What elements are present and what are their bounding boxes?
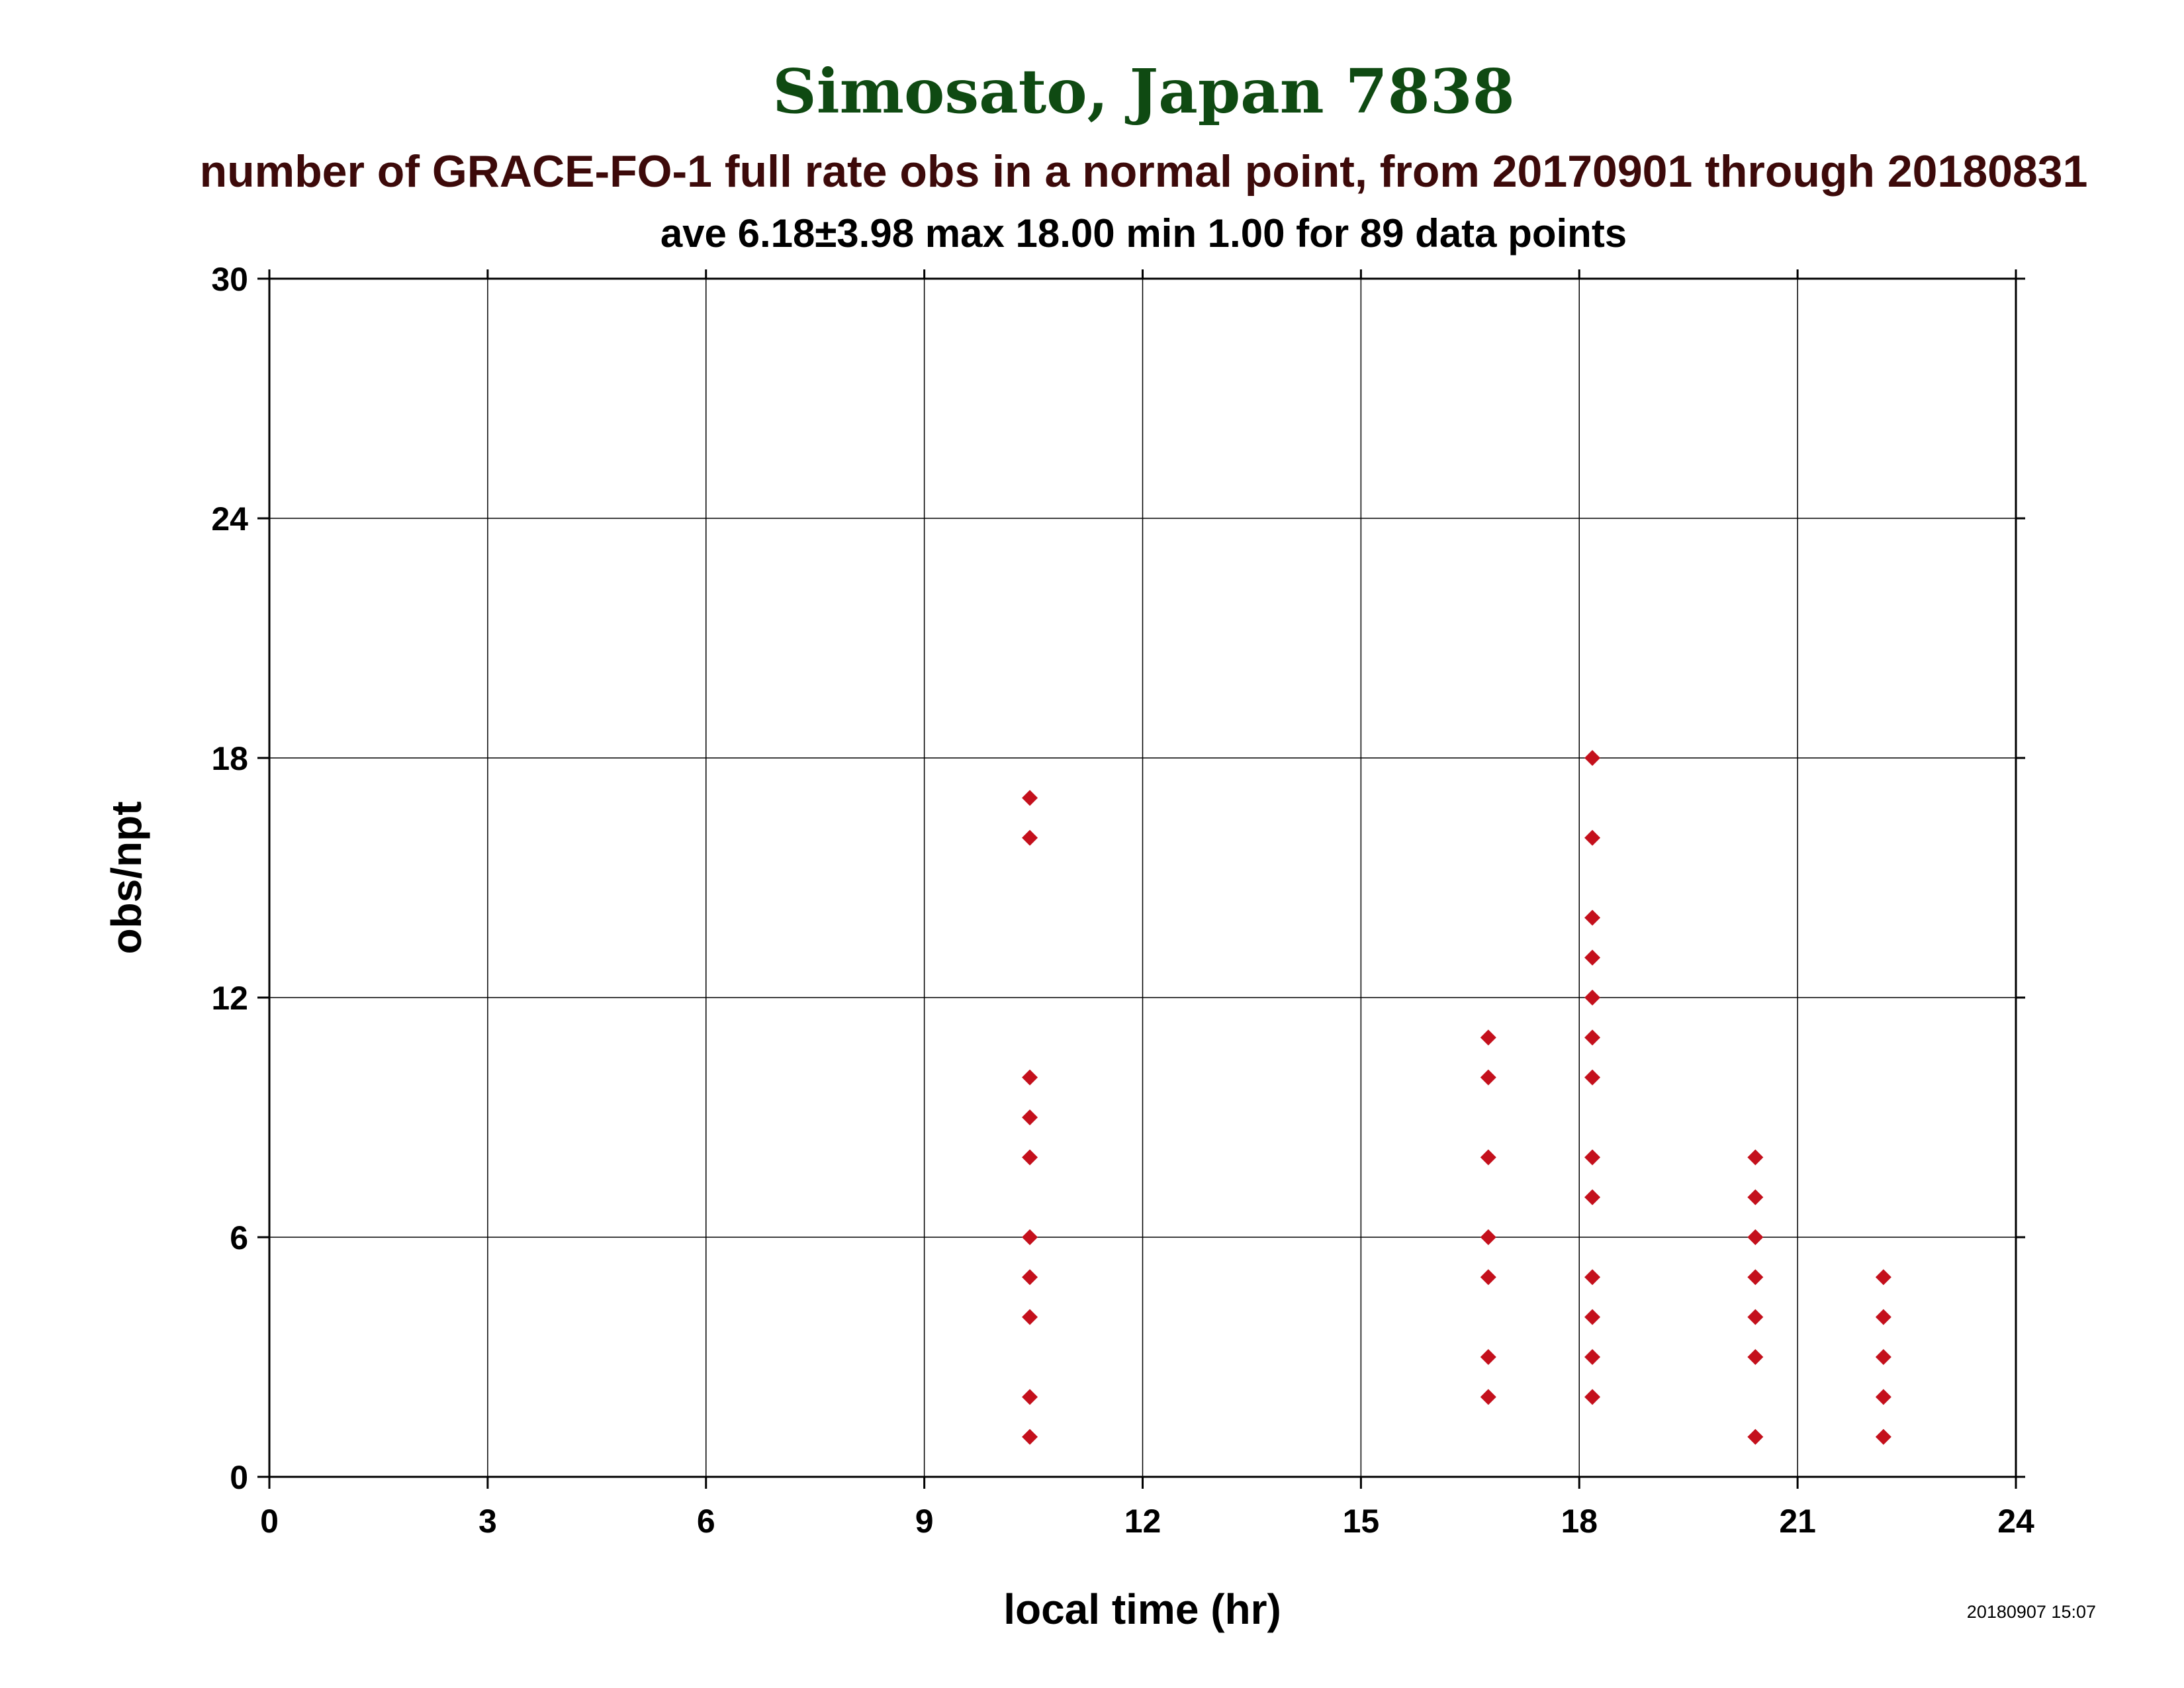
data-point — [1584, 1069, 1601, 1086]
y-axis-label: obs/npt — [103, 801, 150, 954]
data-point — [1584, 910, 1601, 926]
data-point — [1480, 1229, 1496, 1245]
data-point — [1022, 790, 1038, 806]
data-point — [1480, 1349, 1496, 1365]
data-point — [1747, 1429, 1764, 1445]
y-tick-label: 24 — [211, 500, 248, 538]
data-point — [1875, 1429, 1891, 1445]
data-point — [1747, 1149, 1764, 1166]
x-axis-label: local time (hr) — [1003, 1585, 1281, 1633]
x-tick-label: 12 — [1124, 1503, 1161, 1540]
y-tick-label: 30 — [211, 261, 248, 298]
data-point — [1875, 1269, 1891, 1286]
data-point — [1022, 1269, 1038, 1286]
y-tick-label: 0 — [230, 1459, 248, 1496]
data-point — [1584, 949, 1601, 966]
data-point — [1747, 1309, 1764, 1325]
data-point — [1584, 1269, 1601, 1286]
x-tick-label: 21 — [1779, 1503, 1816, 1540]
data-point — [1747, 1229, 1764, 1245]
data-point — [1584, 750, 1601, 766]
data-point — [1875, 1309, 1891, 1325]
x-tick-label: 15 — [1343, 1503, 1380, 1540]
chart-title: Simosato, Japan 7838 — [772, 56, 1514, 127]
data-point — [1022, 829, 1038, 846]
x-tick-label: 9 — [915, 1503, 934, 1540]
data-point — [1480, 1269, 1496, 1286]
data-point — [1022, 1109, 1038, 1125]
data-point — [1584, 1389, 1601, 1405]
x-tick-label: 0 — [260, 1503, 279, 1540]
data-point — [1747, 1189, 1764, 1205]
data-point — [1584, 829, 1601, 846]
data-point — [1747, 1269, 1764, 1286]
data-point — [1480, 1389, 1496, 1405]
data-point — [1022, 1149, 1038, 1166]
y-tick-label: 6 — [230, 1219, 248, 1256]
data-point — [1480, 1029, 1496, 1046]
data-point — [1584, 1189, 1601, 1205]
y-tick-label: 18 — [211, 740, 248, 777]
data-point — [1584, 1309, 1601, 1325]
data-point — [1022, 1389, 1038, 1405]
data-point — [1022, 1429, 1038, 1445]
timestamp: 20180907 15:07 — [1967, 1602, 2096, 1622]
chart-stats: ave 6.18±3.98 max 18.00 min 1.00 for 89 … — [660, 211, 1627, 256]
chart-subtitle: number of GRACE-FO-1 full rate obs in a … — [200, 146, 2088, 197]
y-tick-label: 12 — [211, 980, 248, 1017]
data-point — [1584, 1349, 1601, 1365]
data-point — [1584, 1029, 1601, 1046]
data-point — [1480, 1069, 1496, 1086]
data-point — [1022, 1309, 1038, 1325]
data-point — [1022, 1229, 1038, 1245]
data-point — [1584, 1149, 1601, 1166]
x-tick-label: 6 — [697, 1503, 715, 1540]
data-points — [1022, 750, 1891, 1445]
data-point — [1584, 990, 1601, 1006]
axis-ticks: 0 3 6 9 12 15 18 21 24 0 6 12 18 24 30 — [211, 261, 2034, 1540]
x-tick-label: 3 — [478, 1503, 497, 1540]
data-point — [1022, 1069, 1038, 1086]
x-tick-label: 24 — [1997, 1503, 2034, 1540]
data-point — [1480, 1149, 1496, 1166]
data-point — [1747, 1349, 1764, 1365]
data-point — [1875, 1349, 1891, 1365]
x-tick-label: 18 — [1561, 1503, 1598, 1540]
data-point — [1875, 1389, 1891, 1405]
